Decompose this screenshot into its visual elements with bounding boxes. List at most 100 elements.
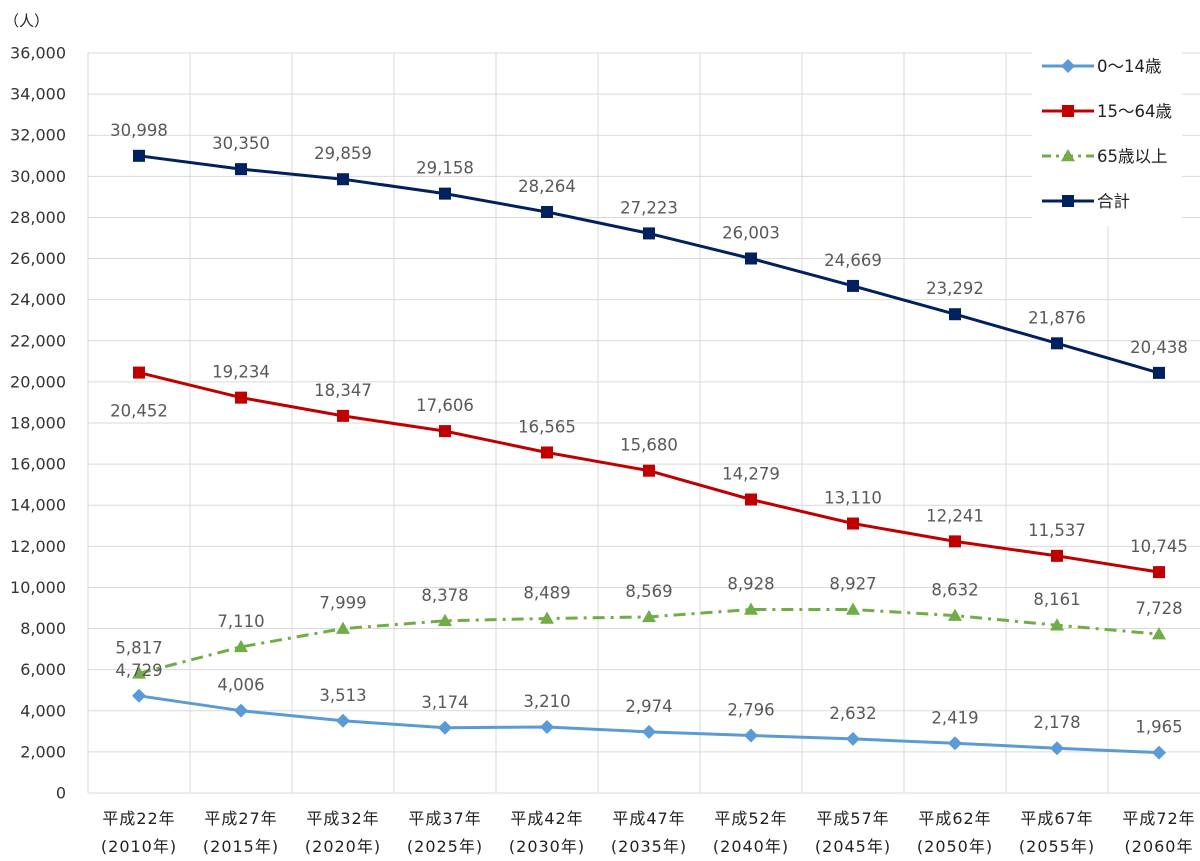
age-65-plus-point (948, 608, 962, 621)
age-15-64-data-label: 15,680 (620, 436, 678, 455)
age-15-64-data-label: 18,347 (314, 381, 372, 400)
x-tick-label: 平成47年 (612, 809, 685, 828)
age-65-plus-data-label: 7,110 (217, 612, 264, 631)
age-15-64-point (133, 366, 145, 379)
x-tick-sublabel: (2035年) (611, 837, 687, 856)
age-15-64-point (1153, 566, 1165, 579)
x-tick-sublabel: (2060年 (1125, 837, 1194, 856)
x-tick-label: 平成72年 (1122, 809, 1195, 828)
age-65-plus-data-label: 8,378 (421, 586, 468, 605)
age-65-plus-point (1152, 627, 1166, 640)
age-15-64-point (337, 409, 349, 422)
y-tick-label: 24,000 (10, 290, 66, 309)
total-data-label: 30,350 (212, 134, 270, 153)
x-tick-sublabel: (2015年) (203, 837, 279, 856)
total-data-label: 23,292 (926, 279, 984, 298)
age-65-plus-point (132, 666, 146, 679)
age-0-14-data-label: 2,632 (829, 704, 876, 723)
total-point (133, 149, 145, 162)
age-15-64-data-label: 20,452 (110, 402, 168, 421)
age-65-plus-data-label: 8,928 (727, 574, 774, 593)
age-65-plus-data-label: 8,489 (523, 584, 570, 603)
age-0-14-point (336, 713, 350, 728)
total-legend-label: 合計 (1097, 192, 1130, 211)
x-tick-label: 平成27年 (204, 809, 277, 828)
y-tick-label: 34,000 (10, 85, 66, 104)
age-0-14-data-label: 4,729 (115, 661, 162, 680)
total-point (439, 187, 451, 200)
age-0-14-data-label: 3,174 (421, 693, 468, 712)
age-65-plus-legend-marker (1061, 149, 1075, 162)
age-0-14-data-label: 2,974 (625, 697, 672, 716)
total-point (1153, 366, 1165, 379)
total-point (643, 227, 655, 240)
age-65-plus-point (234, 639, 248, 653)
age-65-plus-data-label: 8,569 (625, 582, 672, 601)
total-point (235, 163, 247, 176)
x-tick-sublabel: (2055年) (1019, 837, 1095, 856)
age-0-14-point (744, 728, 758, 743)
y-tick-label: 26,000 (10, 249, 66, 268)
age-0-14-point (846, 731, 860, 746)
age-15-64-point (847, 517, 859, 530)
x-tick-label: 平成67年 (1020, 809, 1093, 828)
age-65-plus-data-label: 8,632 (931, 581, 978, 600)
age-0-14-point (438, 720, 452, 735)
age-15-64-point (745, 493, 757, 506)
age-15-64-data-label: 10,745 (1130, 537, 1188, 556)
age-65-plus-data-label: 8,161 (1033, 590, 1080, 609)
y-tick-label: 0 (56, 784, 66, 803)
age-15-64-data-label: 16,565 (518, 417, 576, 436)
age-0-14-point (234, 703, 248, 718)
y-tick-label: 28,000 (10, 208, 66, 227)
x-tick-label: 平成62年 (918, 809, 991, 828)
total-legend-marker (1062, 195, 1074, 207)
age-15-64-data-label: 14,279 (722, 464, 780, 483)
age-65-plus-data-label: 8,927 (829, 575, 876, 594)
y-tick-label: 4,000 (20, 701, 66, 720)
y-tick-label: 10,000 (10, 578, 66, 597)
y-tick-label: 20,000 (10, 372, 66, 391)
age-15-64-point (1051, 549, 1063, 562)
x-tick-sublabel: (2025年) (407, 837, 483, 856)
x-tick-sublabel: (2010年) (101, 837, 177, 856)
age-0-14-data-label: 1,965 (1135, 718, 1182, 737)
total-point (337, 173, 349, 186)
y-tick-label: 18,000 (10, 414, 66, 433)
x-tick-sublabel: (2045年) (815, 837, 891, 856)
x-tick-label: 平成57年 (816, 809, 889, 828)
age-15-64-point (235, 391, 247, 404)
y-tick-label: 6,000 (20, 660, 66, 679)
total-data-label: 24,669 (824, 251, 882, 270)
x-tick-label: 平成52年 (714, 809, 787, 828)
age-0-14-point (1050, 741, 1064, 756)
age-0-14-data-label: 4,006 (217, 676, 264, 695)
age-65-plus-point (540, 611, 554, 624)
age-65-plus-point (744, 602, 758, 615)
age-15-64-legend-marker (1062, 105, 1074, 117)
gridlines (87, 52, 1200, 794)
y-tick-label: 12,000 (10, 537, 66, 556)
x-tick-label: 平成32年 (306, 809, 379, 828)
x-tick-sublabel: (2030年) (509, 837, 585, 856)
age-65-plus-point (1050, 618, 1064, 631)
y-tick-label: 8,000 (20, 619, 66, 638)
age-0-14-data-label: 2,178 (1033, 713, 1080, 732)
y-unit-label: （人） (4, 12, 49, 30)
age-0-14-data-label: 3,210 (523, 692, 570, 711)
age-65-plus-point (846, 602, 860, 615)
axes: 0 2,000 4,000 6,000 8,000 10,000 12,000 14,000 1… (4, 12, 1195, 856)
total-data-label: 29,859 (314, 144, 372, 163)
total-point (847, 279, 859, 292)
age-0-14-data-label: 2,796 (727, 701, 774, 720)
series-lines (132, 149, 1166, 760)
y-tick-label: 14,000 (10, 496, 66, 515)
age-15-64-point (541, 446, 553, 459)
age-0-14-point (1152, 745, 1166, 760)
total-data-label: 28,264 (518, 177, 576, 196)
age-0-14-data-label: 2,419 (931, 708, 978, 727)
x-tick-label: 平成22年 (102, 809, 175, 828)
y-tick-label: 30,000 (10, 167, 66, 186)
